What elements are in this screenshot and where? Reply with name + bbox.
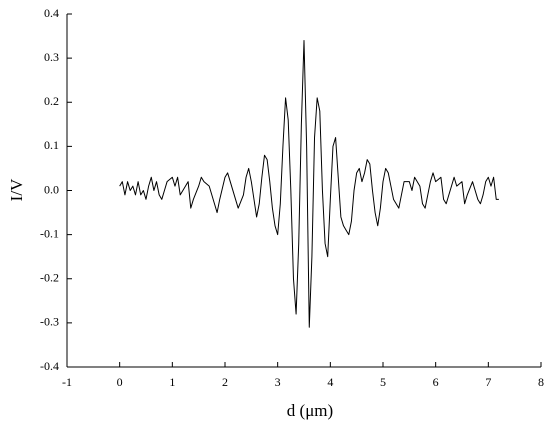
x-tick-label: 4 xyxy=(327,375,333,389)
y-tick-label: 0.3 xyxy=(44,50,59,64)
x-tick-label: 6 xyxy=(433,375,439,389)
y-axis-label: I/V xyxy=(7,178,26,201)
data-line xyxy=(119,39,499,328)
x-tick-label: 8 xyxy=(538,375,544,389)
y-tick-label: -0.3 xyxy=(40,315,59,329)
y-tick-label: 0.1 xyxy=(44,138,59,152)
x-tick-label: 0 xyxy=(117,375,123,389)
x-tick-label: 1 xyxy=(169,375,175,389)
x-tick-label: 3 xyxy=(275,375,281,389)
x-axis-label: d (μm) xyxy=(287,401,333,420)
x-tick-label: 2 xyxy=(222,375,228,389)
y-tick-label: 0.2 xyxy=(44,94,59,108)
x-tick-label: 7 xyxy=(485,375,491,389)
x-tick-label: 5 xyxy=(380,375,386,389)
x-tick-label: -1 xyxy=(62,375,72,389)
y-tick-label: 0.0 xyxy=(44,182,59,196)
y-tick-label: -0.2 xyxy=(40,271,59,285)
y-tick-label: 0.4 xyxy=(44,6,59,20)
y-tick-label: -0.4 xyxy=(40,359,59,373)
y-tick-label: -0.1 xyxy=(40,226,59,240)
